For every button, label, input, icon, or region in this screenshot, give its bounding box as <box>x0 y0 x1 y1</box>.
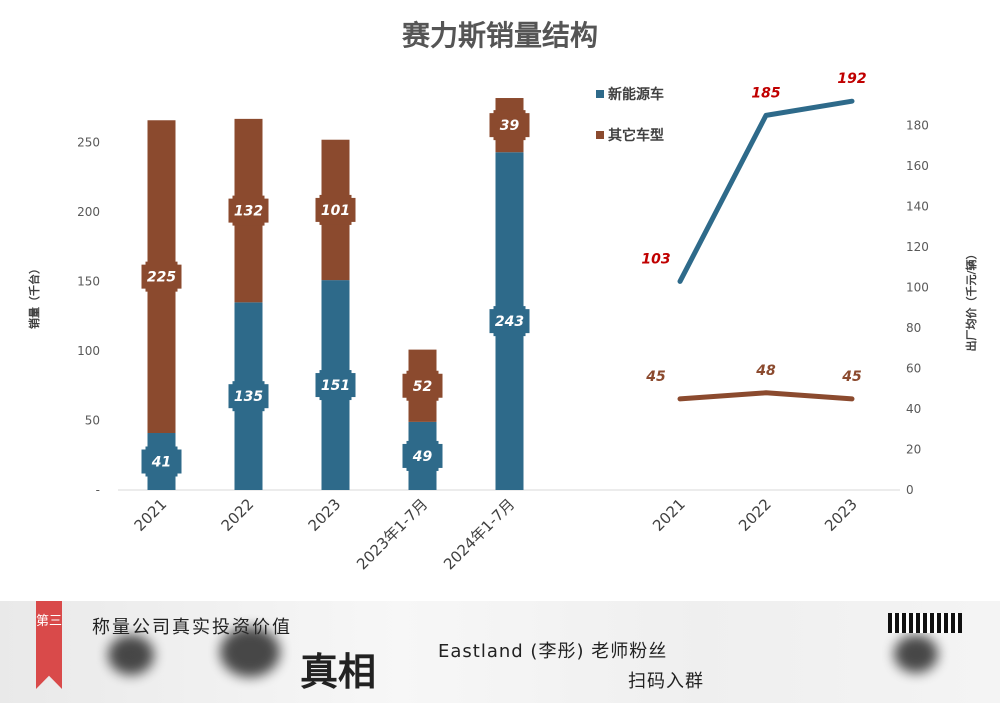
y2-tick-label: 40 <box>906 402 921 416</box>
y2-tick-label: 120 <box>906 240 929 254</box>
y-tick-label: 250 <box>77 136 100 150</box>
legend-label: 新能源车 <box>608 86 664 103</box>
x2-tick-label: 2023 <box>821 495 861 535</box>
x-tick-label: 2024年1-7月 <box>440 495 518 573</box>
x-tick-label: 2023年1-7月 <box>353 495 431 573</box>
y-tick-label: 50 <box>85 414 100 428</box>
x2-tick-label: 2022 <box>735 495 775 535</box>
y2-tick-label: 20 <box>906 443 921 457</box>
y2-tick-label: 180 <box>906 119 929 133</box>
data-label-box <box>145 446 178 477</box>
banner-big-text: 真相 <box>300 650 377 694</box>
y-tick-label: 150 <box>77 275 100 289</box>
x-tick-label: 2021 <box>131 495 171 535</box>
data-label: 49 <box>412 449 433 465</box>
data-label-box <box>319 194 352 225</box>
data-label: 39 <box>500 118 520 134</box>
data-label: 101 <box>321 203 350 219</box>
line-data-label: 45 <box>841 369 862 385</box>
y2-tick-label: 60 <box>906 362 921 376</box>
banner-blur-blob <box>894 635 938 673</box>
data-label: 41 <box>151 455 171 471</box>
data-label-box <box>145 261 178 292</box>
line-data-label: 192 <box>837 71 866 87</box>
data-label-box <box>319 370 352 401</box>
line-data-label: 48 <box>755 363 776 379</box>
y-tick-label: 200 <box>77 205 100 219</box>
y2-tick-label: 160 <box>906 159 929 173</box>
line-series <box>677 390 855 402</box>
legend-label: 其它车型 <box>608 127 664 144</box>
y-tick-label: 100 <box>77 344 100 358</box>
line-series <box>677 98 855 284</box>
data-label: 52 <box>413 379 432 395</box>
y2-tick-label: 80 <box>906 321 921 335</box>
x-tick-label: 2023 <box>305 495 345 535</box>
x2-tick-label: 2021 <box>649 495 689 535</box>
data-label-box <box>406 440 439 471</box>
line-data-label: 185 <box>751 85 780 101</box>
qr-code-icon[interactable] <box>888 613 962 633</box>
banner-blur-blob <box>220 627 280 677</box>
line-data-label: 45 <box>645 369 666 385</box>
promo-banner[interactable]: 第三 称量公司真实投资价值 真相 Eastland (李彤) 老师粉丝 扫码入群 <box>0 601 1000 703</box>
data-label-box <box>232 381 265 412</box>
line-data-label: 103 <box>641 251 670 267</box>
y2-tick-label: 100 <box>906 281 929 295</box>
y2-axis-title: 出厂均价（千元/辆） <box>964 248 978 351</box>
data-label: 132 <box>234 204 263 220</box>
data-label: 151 <box>321 378 350 394</box>
chart-title: 赛力斯销量结构 <box>401 19 598 52</box>
y-axis-title: 销量（千台） <box>27 263 41 329</box>
banner-blur-blob <box>108 635 154 675</box>
y2-tick-label: 140 <box>906 200 929 214</box>
legend-swatch <box>596 131 604 139</box>
data-label-box <box>232 195 265 226</box>
data-label-box <box>406 370 439 401</box>
data-label-box <box>493 306 526 337</box>
legend-swatch <box>596 90 604 98</box>
banner-tag: 第三 <box>36 601 62 689</box>
y-tick-label: - <box>96 483 100 497</box>
data-label: 135 <box>234 389 263 405</box>
y2-tick-label: 0 <box>906 483 914 497</box>
banner-teacher-text: Eastland (李彤) 老师粉丝 <box>438 641 668 662</box>
data-label: 243 <box>495 314 524 330</box>
data-label-box <box>493 110 526 141</box>
banner-scan-text: 扫码入群 <box>628 671 704 692</box>
x-tick-label: 2022 <box>218 495 258 535</box>
data-label: 225 <box>147 270 176 286</box>
chart-plot: -50100150200250销量（千台）4122520211351322022… <box>27 71 978 573</box>
